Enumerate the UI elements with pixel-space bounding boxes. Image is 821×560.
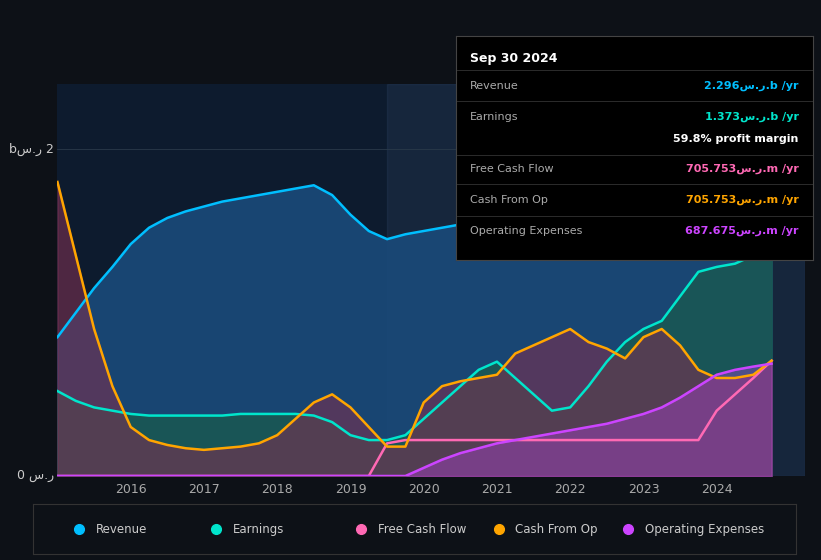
Text: Operating Expenses: Operating Expenses <box>470 226 582 236</box>
Text: Free Cash Flow: Free Cash Flow <box>378 522 466 536</box>
Text: bس.ر 2: bس.ر 2 <box>9 143 53 156</box>
Text: 705.753س.ر.m /yr: 705.753س.ر.m /yr <box>686 195 799 205</box>
Text: Earnings: Earnings <box>233 522 284 536</box>
Text: Free Cash Flow: Free Cash Flow <box>470 164 553 174</box>
Text: 59.8% profit margin: 59.8% profit margin <box>673 134 799 144</box>
Text: Earnings: Earnings <box>470 112 518 122</box>
Text: Revenue: Revenue <box>95 522 147 536</box>
Text: Operating Expenses: Operating Expenses <box>645 522 764 536</box>
Text: Cash From Op: Cash From Op <box>470 195 548 205</box>
Text: 1.373س.ر.b /yr: 1.373س.ر.b /yr <box>704 112 799 122</box>
Text: Revenue: Revenue <box>470 81 519 91</box>
Bar <box>387 84 805 476</box>
Text: 687.675س.ر.m /yr: 687.675س.ر.m /yr <box>685 226 799 236</box>
Text: 0 س.ر: 0 س.ر <box>16 469 53 483</box>
Text: 2.296س.ر.b /yr: 2.296س.ر.b /yr <box>704 81 799 91</box>
Text: Sep 30 2024: Sep 30 2024 <box>470 52 557 65</box>
Text: Cash From Op: Cash From Op <box>516 522 598 536</box>
Text: 705.753س.ر.m /yr: 705.753س.ر.m /yr <box>686 164 799 174</box>
